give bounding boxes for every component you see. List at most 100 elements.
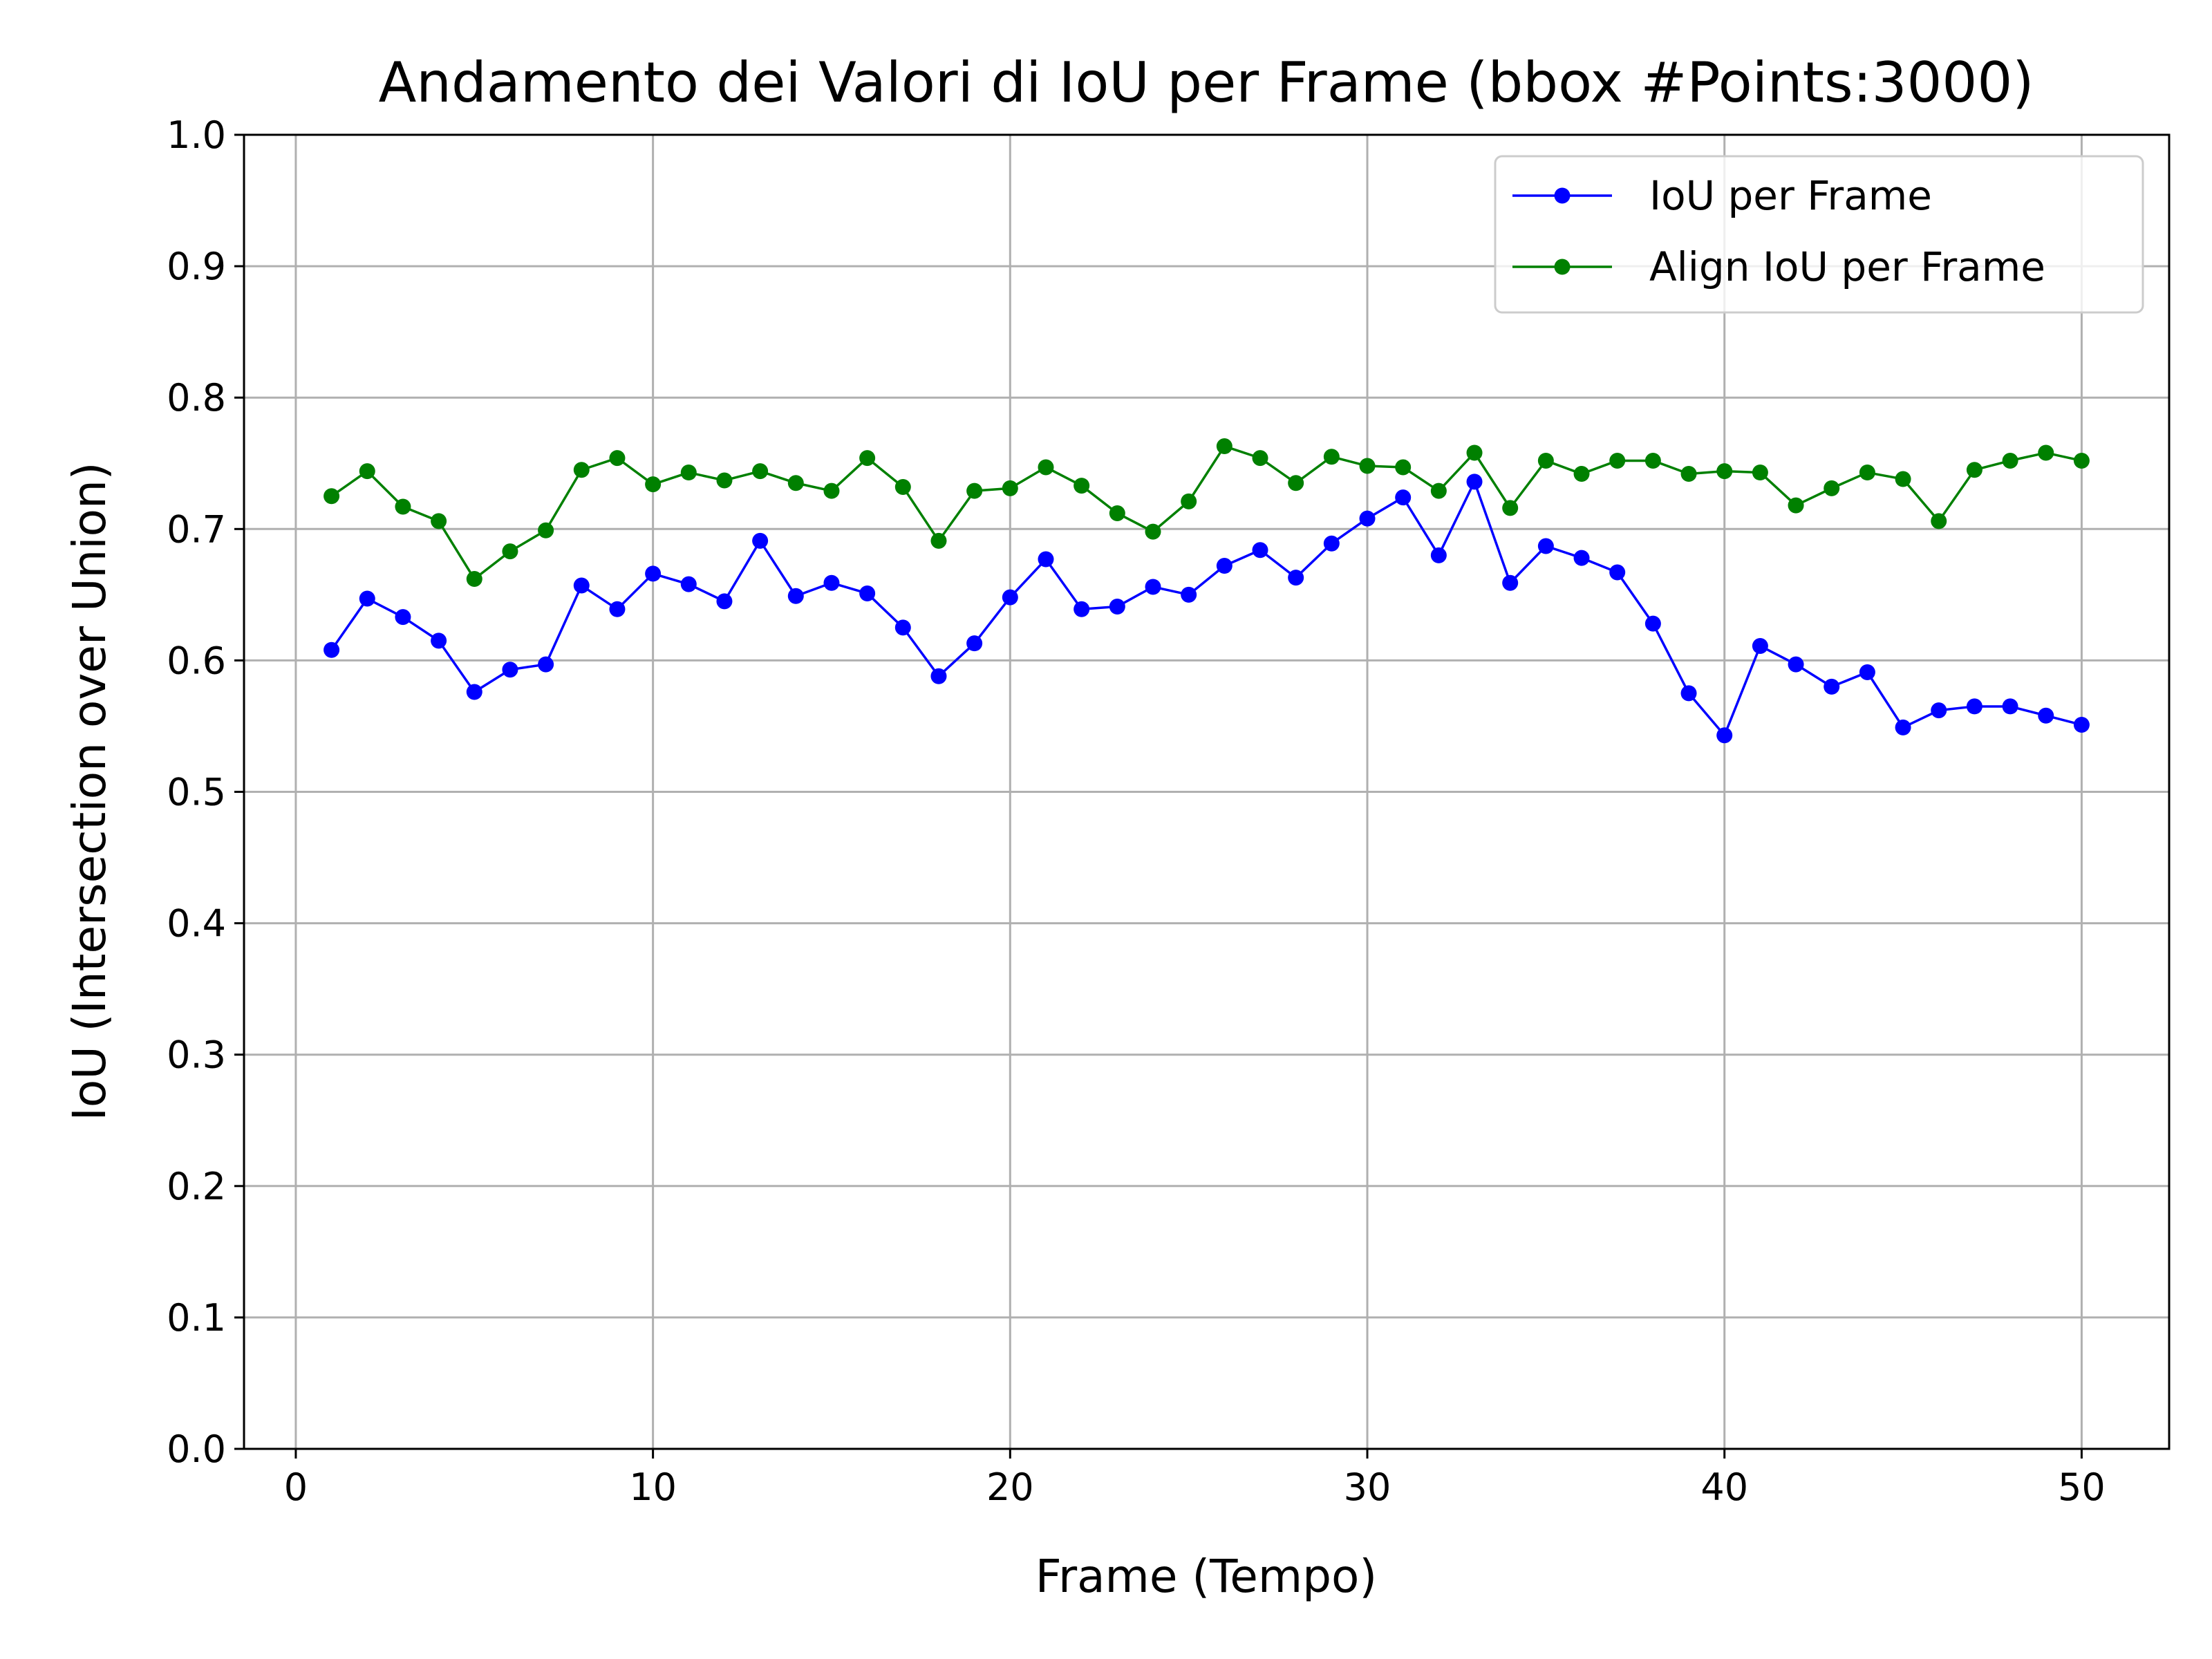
legend-marker-align-iou: [1554, 259, 1571, 275]
data-point: [2002, 452, 2018, 469]
data-point: [1859, 465, 1875, 481]
data-point: [1038, 551, 1054, 568]
data-point: [502, 662, 518, 678]
y-tick-label: 0.3: [167, 1033, 226, 1077]
data-point: [1145, 523, 1161, 540]
x-tick-label: 40: [1700, 1465, 1748, 1509]
data-point: [1895, 471, 1911, 487]
legend: IoU per Frame Align IoU per Frame: [1494, 155, 2144, 314]
data-point: [573, 462, 590, 478]
axis-ticks: 0 10 20 30 40 50 0.0 0.1 0.2 0.3 0.4 0.5 0.6 0.7 0.8 0.…: [167, 113, 2106, 1509]
data-point: [2073, 717, 2090, 733]
data-point: [1644, 615, 1661, 632]
data-point: [680, 576, 697, 592]
data-point: [1181, 586, 1197, 603]
data-point: [894, 619, 911, 636]
data-point: [1002, 589, 1018, 606]
data-point: [1074, 601, 1090, 617]
data-point: [324, 488, 340, 505]
data-point: [2038, 707, 2054, 724]
data-point: [1216, 558, 1232, 574]
data-point: [1859, 664, 1875, 681]
y-tick-label: 0.1: [167, 1296, 226, 1340]
data-point: [716, 472, 733, 489]
data-point: [1537, 452, 1554, 469]
data-point: [787, 475, 804, 491]
data-point: [431, 513, 447, 529]
data-point: [752, 532, 769, 549]
x-tick-label: 20: [986, 1465, 1034, 1509]
x-tick-label: 50: [2058, 1465, 2106, 1509]
data-point: [1680, 685, 1697, 702]
data-point: [538, 522, 554, 538]
y-tick-label: 0.7: [167, 507, 226, 551]
series-layer: [324, 438, 2090, 744]
data-point: [1074, 478, 1090, 494]
data-point: [1502, 500, 1519, 516]
data-point: [395, 609, 411, 626]
data-point: [573, 577, 590, 594]
data-point: [859, 585, 876, 601]
data-point: [1216, 438, 1232, 455]
data-point: [1252, 542, 1268, 559]
data-point: [502, 543, 518, 560]
data-point: [1109, 598, 1125, 615]
series-iou: [324, 474, 2090, 744]
data-point: [1395, 459, 1412, 476]
data-point: [2002, 698, 2018, 715]
legend-marker-iou: [1554, 187, 1571, 204]
data-point: [324, 641, 340, 658]
data-point: [609, 450, 626, 467]
y-tick-label: 0.0: [167, 1427, 226, 1471]
data-point: [716, 593, 733, 610]
data-point: [1824, 678, 1840, 695]
data-point: [1824, 480, 1840, 496]
data-point: [1931, 702, 1947, 719]
data-point: [1288, 475, 1304, 491]
data-point: [1644, 452, 1661, 469]
data-point: [787, 588, 804, 604]
data-point: [1002, 480, 1018, 496]
legend-label-iou: IoU per Frame: [1649, 172, 1932, 219]
data-point: [966, 482, 983, 499]
data-point: [1788, 656, 1804, 673]
data-point: [1430, 547, 1447, 563]
data-point: [1752, 637, 1768, 654]
data-point: [752, 463, 769, 480]
y-axis-label: IoU (Intersection over Union): [63, 462, 116, 1121]
data-point: [1359, 458, 1376, 474]
data-point: [1966, 698, 1983, 715]
data-point: [1966, 462, 1983, 478]
data-point: [1430, 482, 1447, 499]
data-point: [1288, 570, 1304, 586]
x-tick-label: 30: [1344, 1465, 1391, 1509]
x-axis-label: Frame (Tempo): [1035, 1550, 1377, 1603]
data-point: [823, 574, 840, 591]
data-point: [1395, 489, 1412, 506]
data-point: [1716, 463, 1733, 480]
data-point: [1895, 719, 1911, 735]
data-point: [645, 476, 662, 493]
y-tick-label: 1.0: [167, 113, 226, 157]
x-tick-label: 0: [284, 1465, 308, 1509]
data-point: [2038, 444, 2054, 461]
data-point: [1145, 579, 1161, 595]
data-point: [1788, 497, 1804, 514]
data-point: [1323, 535, 1340, 552]
data-point: [609, 601, 626, 617]
y-tick-label: 0.8: [167, 376, 226, 420]
x-tick-label: 10: [629, 1465, 677, 1509]
data-point: [466, 571, 482, 588]
data-point: [1573, 550, 1590, 566]
chart-title: Andamento dei Valori di IoU per Frame (b…: [379, 50, 2034, 115]
data-point: [1502, 574, 1519, 591]
y-tick-label: 0.6: [167, 639, 226, 682]
data-point: [1466, 474, 1483, 490]
data-point: [538, 656, 554, 673]
data-point: [966, 635, 983, 652]
data-point: [1609, 564, 1626, 581]
legend-box: [1494, 155, 2144, 314]
legend-label-align-iou: Align IoU per Frame: [1649, 243, 2045, 290]
data-point: [1181, 493, 1197, 509]
